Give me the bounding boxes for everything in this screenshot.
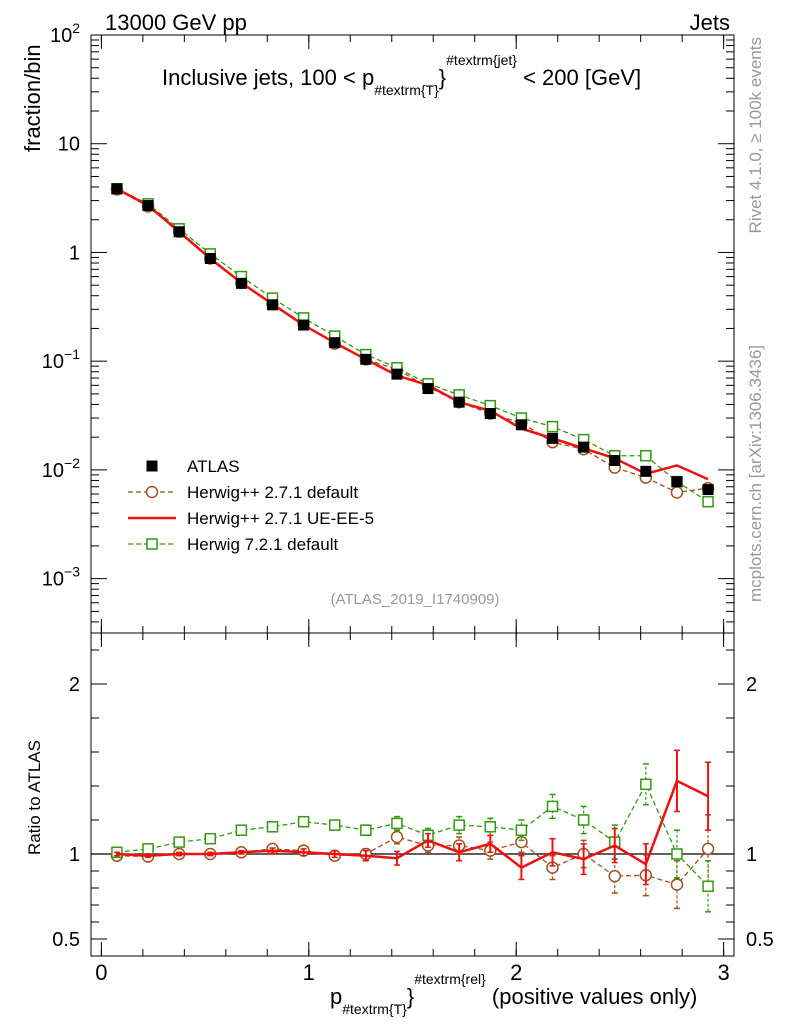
- ratio-series-3-point: [515, 824, 528, 836]
- chart-title-brace: }: [439, 65, 446, 90]
- ratio-series-3-point: [142, 843, 154, 855]
- atlas-data-point: [360, 353, 372, 365]
- y-tick-label-ratio-right: 1: [746, 844, 757, 866]
- ratio-series-3-point: [297, 815, 310, 828]
- axis-ticks: 0 1 2 3 102 10 1 10−1 10−2 10−3 0.5 0.5 1 1 2 2: [42, 20, 774, 985]
- ratio-series-3-point: [360, 824, 372, 836]
- x-axis-label-subscript: #textrm{T}: [342, 1001, 407, 1017]
- ratio-series-3-point: [391, 817, 403, 830]
- ratio-series-3-point: [173, 836, 185, 848]
- y-axis-label-ratio: Ratio to ATLAS: [25, 740, 44, 855]
- series-line-2: [116, 187, 709, 481]
- ratio-series-3-point: [453, 819, 465, 831]
- legend-label: Herwig++ 2.7.1 default: [187, 483, 358, 502]
- ratio-series-3-point: [204, 832, 217, 845]
- legend-label: Herwig++ 2.7.1 UE-EE-5: [187, 509, 374, 528]
- atlas-data-point: [266, 299, 278, 311]
- ratio-series-3-point: [328, 819, 341, 831]
- atlas-data-point: [422, 383, 434, 395]
- y-tick-label-top: 1: [69, 242, 80, 264]
- atlas-data-point: [578, 441, 590, 453]
- y-axis-label-top: fraction/bin: [20, 44, 45, 152]
- legend-label: ATLAS: [187, 457, 240, 476]
- atlas-data-point: [671, 476, 683, 488]
- ratio-series-3-point: [235, 824, 248, 836]
- y-tick-label-ratio: 1: [69, 844, 80, 866]
- atlas-data-point: [204, 252, 216, 264]
- x-axis-label-brace: }: [407, 984, 414, 1009]
- x-axis-label: p#textrm{T}}#textrm{rel} (positive value…: [330, 971, 697, 1017]
- header-beam-label: 13000 GeV pp: [105, 10, 247, 35]
- x-axis-label-superscript: #textrm{rel}: [414, 971, 486, 987]
- x-tick-label: 2: [510, 960, 522, 985]
- ratio-series-3-point: [577, 814, 590, 826]
- ratio-series-1-point: [670, 878, 684, 891]
- x-tick-label: 3: [718, 960, 730, 985]
- x-tick-label: 0: [95, 960, 107, 985]
- mcplots-label: mcplots.cern.ch [arXiv:1306.3436]: [746, 345, 765, 602]
- x-tick-label: 1: [303, 960, 315, 985]
- atlas-data-point: [484, 408, 496, 420]
- x-axis-label-end: (positive values only): [486, 984, 698, 1009]
- chart-title-superscript: #textrm{jet}: [446, 52, 517, 68]
- ratio-line-2: [116, 779, 709, 870]
- atlas-data-point: [298, 319, 310, 331]
- main-panel-series: [110, 183, 715, 508]
- ratio-panel-series: [110, 749, 715, 913]
- ratio-series-3-point: [640, 778, 652, 791]
- ratio-panel-frame: [90, 632, 735, 957]
- atlas-data-point: [142, 200, 154, 212]
- ratio-series-3-point: [484, 821, 497, 833]
- ratio-series-3-point: [671, 848, 683, 860]
- atlas-data-point: [640, 465, 652, 477]
- legend-label: Herwig 7.2.1 default: [187, 535, 338, 554]
- atlas-data-point: [702, 484, 714, 496]
- atlas-data-point: [547, 432, 559, 444]
- y-tick-label-top: 102: [50, 20, 80, 47]
- y-tick-label-ratio-right: 2: [746, 674, 757, 696]
- y-tick-label-ratio: 2: [69, 674, 80, 696]
- atlas-data-point: [173, 226, 185, 238]
- legend-marker: [146, 538, 158, 550]
- y-tick-label-top: 10−1: [42, 346, 80, 373]
- chart-title-subscript: #textrm{T}: [374, 82, 439, 98]
- y-tick-label-ratio-right: 0.5: [746, 929, 774, 951]
- analysis-id-label: (ATLAS_2019_I1740909): [330, 591, 499, 608]
- series-line-1: [116, 188, 709, 494]
- chart-title-end: < 200 [GeV]: [517, 65, 641, 90]
- legend: ATLAS Herwig++ 2.7.1 default Herwig++ 2.7.…: [128, 457, 374, 554]
- ratio-series-1-point: [608, 869, 621, 883]
- y-tick-label-ratio: 0.5: [52, 929, 80, 951]
- ratio-series-3-point: [266, 821, 279, 833]
- ratio-series-1-point: [701, 842, 715, 856]
- ratio-series-1-point: [390, 830, 404, 844]
- ratio-series-3-point: [702, 880, 714, 893]
- y-tick-label-top: 10−3: [42, 564, 80, 591]
- rivet-version-label: Rivet 4.1.0, ≥ 100k events: [746, 37, 765, 233]
- atlas-data-point: [609, 455, 621, 467]
- chart-title: Inclusive jets, 100 < p#textrm{T}}#textr…: [162, 52, 641, 98]
- atlas-data-point: [235, 277, 247, 289]
- series-1-point: [670, 486, 684, 499]
- legend-marker-atlas: [146, 460, 158, 472]
- atlas-data-point: [391, 368, 403, 380]
- y-tick-label-top: 10: [58, 134, 80, 156]
- atlas-data-point: [453, 396, 465, 408]
- atlas-data-point: [111, 183, 123, 195]
- chart-title-main: Inclusive jets, 100 < p: [162, 65, 374, 90]
- x-axis-label-main: p: [330, 984, 342, 1009]
- header-process-label: Jets: [690, 10, 730, 35]
- y-tick-label-top: 10−2: [42, 455, 80, 482]
- ratio-series-3-point: [546, 800, 559, 813]
- series-3-point: [640, 449, 652, 462]
- ratio-series-1-point: [515, 835, 528, 849]
- atlas-data-point: [329, 337, 341, 349]
- legend-marker: [145, 485, 159, 499]
- series-3-point: [546, 420, 559, 433]
- atlas-data-point: [515, 419, 527, 431]
- series-3-point: [702, 495, 714, 508]
